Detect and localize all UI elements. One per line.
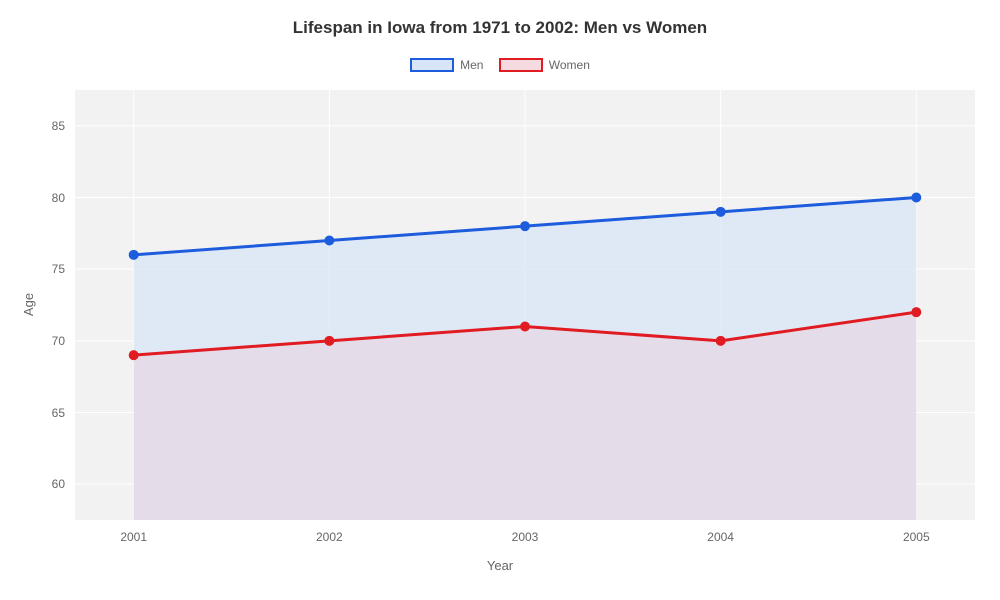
- chart-title: Lifespan in Iowa from 1971 to 2002: Men …: [0, 18, 1000, 38]
- ytick-label: 75: [52, 262, 65, 276]
- legend-item-women[interactable]: Women: [499, 58, 590, 72]
- y-axis-label: Age: [21, 293, 36, 316]
- xtick-label: 2001: [114, 530, 154, 544]
- xtick-label: 2002: [309, 530, 349, 544]
- xtick-label: 2004: [701, 530, 741, 544]
- marker-men: [324, 236, 334, 246]
- plot-area: [75, 90, 975, 520]
- legend-swatch-men: [410, 58, 454, 72]
- chart-container: Lifespan in Iowa from 1971 to 2002: Men …: [0, 0, 1000, 600]
- ytick-label: 65: [52, 406, 65, 420]
- marker-men: [520, 221, 530, 231]
- ytick-label: 60: [52, 477, 65, 491]
- x-axis-label: Year: [0, 558, 1000, 573]
- marker-women: [716, 336, 726, 346]
- legend-label: Women: [549, 58, 590, 72]
- marker-men: [129, 250, 139, 260]
- ytick-label: 70: [52, 334, 65, 348]
- legend-item-men[interactable]: Men: [410, 58, 483, 72]
- xtick-label: 2003: [505, 530, 545, 544]
- marker-women: [911, 307, 921, 317]
- legend-swatch-women: [499, 58, 543, 72]
- marker-men: [911, 193, 921, 203]
- marker-women: [520, 322, 530, 332]
- ytick-label: 80: [52, 191, 65, 205]
- ytick-label: 85: [52, 119, 65, 133]
- chart-legend: Men Women: [0, 58, 1000, 75]
- legend-label: Men: [460, 58, 483, 72]
- marker-women: [129, 350, 139, 360]
- marker-women: [324, 336, 334, 346]
- marker-men: [716, 207, 726, 217]
- xtick-label: 2005: [896, 530, 936, 544]
